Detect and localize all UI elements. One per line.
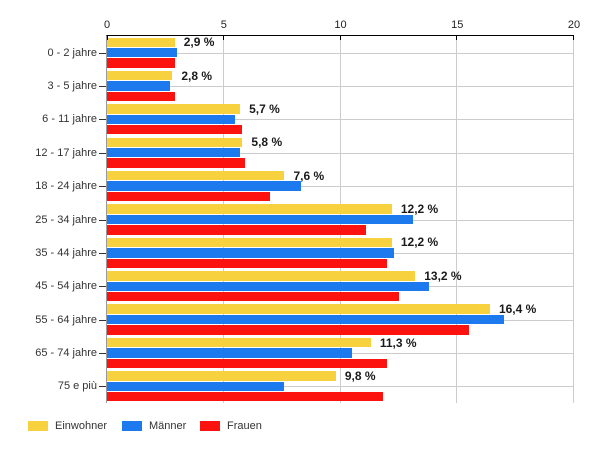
- bar-frauen: [107, 158, 245, 168]
- data-label: 9,8 %: [344, 368, 376, 383]
- y-tickmark: [99, 152, 106, 154]
- bar-frauen: [107, 392, 383, 402]
- bar-einwohner: [107, 104, 241, 114]
- bar-frauen: [107, 325, 469, 335]
- bar-einwohner: [107, 171, 285, 181]
- y-tickmark: [99, 252, 106, 254]
- x-tick-label: 0: [103, 19, 111, 31]
- bar-frauen: [107, 291, 399, 302]
- x-tick-label: 20: [567, 19, 581, 31]
- y-gridline: [107, 86, 574, 88]
- bar-männer: [107, 348, 353, 358]
- data-label: 16,4 %: [498, 302, 537, 317]
- y-gridline: [107, 152, 574, 154]
- category-label: 25 - 34 jahre: [35, 213, 97, 226]
- data-label: 5,7 %: [249, 102, 280, 116]
- bar-einwohner: [107, 70, 173, 81]
- legend-swatch: [28, 421, 48, 431]
- x-tick-label: 5: [220, 19, 227, 31]
- y-gridline: [107, 386, 574, 388]
- bar-männer: [107, 381, 285, 391]
- bar-männer: [107, 148, 241, 158]
- category-label: 75 e più: [57, 380, 97, 393]
- y-gridline: [107, 186, 574, 188]
- y-tickmark: [99, 352, 106, 354]
- bar-einwohner: [107, 271, 416, 281]
- legend: Einwohner Männer Frauen: [0, 416, 600, 436]
- bar-frauen: [107, 258, 388, 268]
- bar-männer: [107, 181, 301, 191]
- category-label: 6 - 11 jahre: [42, 113, 97, 126]
- y-tickmark: [99, 319, 106, 321]
- bar-einwohner: [107, 304, 490, 314]
- bar-einwohner: [107, 237, 392, 248]
- y-tickmark: [99, 119, 106, 121]
- bar-frauen: [107, 225, 367, 235]
- bar-männer: [107, 81, 171, 91]
- bar-männer: [107, 47, 178, 58]
- legend-swatch: [122, 421, 142, 431]
- bar-frauen: [107, 91, 175, 102]
- y-tickmark: [99, 219, 106, 221]
- x-tickmark: [339, 36, 341, 40]
- bar-männer: [107, 248, 395, 258]
- bar-einwohner: [107, 37, 175, 47]
- y-tickmark: [99, 52, 106, 54]
- bar-einwohner: [107, 337, 371, 348]
- bar-männer: [107, 314, 504, 325]
- data-label: 12,2 %: [400, 202, 439, 217]
- bar-frauen: [107, 191, 271, 202]
- data-label: 12,2 %: [400, 235, 439, 250]
- bar-frauen: [107, 58, 175, 68]
- x-tickmark: [222, 36, 224, 40]
- legend-label: Einwohner: [55, 420, 107, 432]
- legend-item-mnner: Männer: [122, 416, 186, 436]
- category-label: 55 - 64 jahre: [35, 313, 97, 326]
- legend-label: Frauen: [227, 420, 262, 432]
- bar-männer: [107, 214, 413, 225]
- plot-area: 0 5 10 15 20 0 - 2 jahre 2,9 % 3 - 5 jahre 2,8 %…: [35, 19, 580, 403]
- legend-item-einwohner: Einwohner: [28, 416, 107, 436]
- category-label: 65 - 74 jahre: [35, 346, 97, 359]
- bar-männer: [107, 281, 430, 291]
- y-gridline: [107, 119, 574, 121]
- y-gridline: [107, 52, 574, 54]
- bar-einwohner: [107, 371, 336, 381]
- legend-label: Männer: [149, 420, 187, 432]
- x-tick-label: 10: [334, 19, 347, 31]
- legend-swatch: [200, 421, 220, 431]
- bar-einwohner: [107, 137, 243, 148]
- x-tickmark: [456, 36, 458, 40]
- x-tickmark: [573, 36, 574, 40]
- y-tickmark: [99, 86, 106, 88]
- y-tickmark: [99, 386, 106, 388]
- category-label: 18 - 24 jahre: [35, 180, 97, 193]
- data-label: 11,3 %: [379, 335, 417, 350]
- bar-männer: [107, 114, 236, 125]
- bar-frauen: [107, 125, 243, 135]
- data-label: 5,8 %: [251, 135, 283, 150]
- category-label: 12 - 17 jahre: [35, 146, 97, 159]
- category-label: 0 - 2 jahre: [47, 46, 97, 59]
- category-label: 3 - 5 jahre: [47, 80, 97, 93]
- bar-einwohner: [107, 204, 392, 214]
- data-label: 2,9 %: [183, 35, 215, 50]
- category-label: 45 - 54 jahre: [35, 280, 97, 293]
- y-tickmark: [99, 286, 106, 288]
- data-label: 7,6 %: [293, 168, 325, 183]
- bar-frauen: [107, 358, 388, 369]
- x-tickmark: [107, 36, 108, 40]
- y-tickmark: [99, 186, 106, 188]
- legend-item-frauen: Frauen: [200, 416, 262, 436]
- category-label: 35 - 44 jahre: [35, 246, 97, 259]
- x-tick-label: 15: [451, 19, 464, 31]
- data-label: 2,8 %: [181, 68, 213, 83]
- data-label: 13,2 %: [424, 268, 462, 283]
